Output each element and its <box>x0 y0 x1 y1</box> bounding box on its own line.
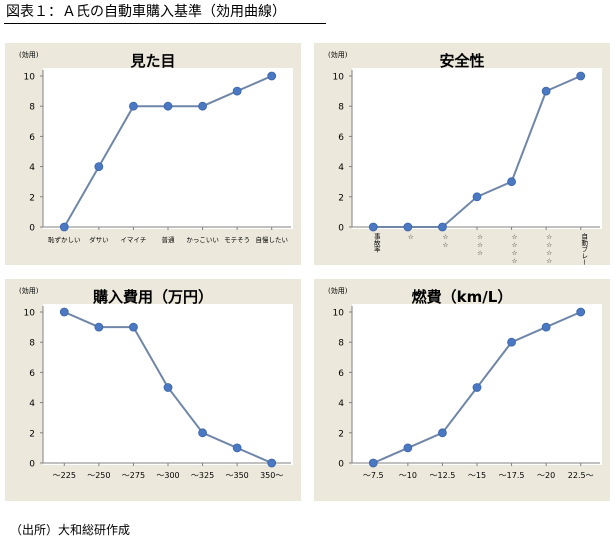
title-underline <box>4 23 326 24</box>
y-unit-label: (効用) <box>19 286 39 295</box>
x-tick-label: ～12.5 <box>430 471 456 480</box>
data-point <box>232 86 242 96</box>
x-tick-label: 350～ <box>260 471 283 480</box>
y-unit-label: (効用) <box>328 286 348 295</box>
x-tick-label: ダサい <box>89 235 109 244</box>
y-tick-label: 10 <box>24 309 36 319</box>
x-tick-label: ～275 <box>122 471 145 480</box>
data-point <box>368 222 378 232</box>
x-tick-label: 普通 <box>162 235 176 244</box>
data-point <box>472 192 482 202</box>
x-tick-label: ☆☆☆ <box>476 233 484 257</box>
data-point <box>94 162 104 171</box>
x-tick-label: ☆☆☆☆ <box>511 233 519 265</box>
x-tick-label: ～225 <box>53 471 76 480</box>
y-tick-label: 10 <box>24 73 36 83</box>
data-point <box>163 383 173 392</box>
data-point <box>507 177 516 187</box>
figure-title: 図表１：Ａ氏の自動車購入基準（効用曲線） <box>6 4 286 20</box>
x-tick-label: ～10 <box>399 471 417 480</box>
chart-panel-fuel-economy: 燃費（km/L） (効用) 0 2 4 6 8 10 ～7.5 ～10 ～12.5 ～15 ～17.5 ～… <box>314 279 610 501</box>
x-tick-label: かっこいい <box>186 236 219 244</box>
y-tick-label: 0 <box>338 460 344 470</box>
y-tick-label: 6 <box>29 133 35 143</box>
data-point <box>438 222 447 232</box>
y-tick-label: 4 <box>29 399 35 409</box>
x-tick-label: ～325 <box>191 471 214 480</box>
y-tick-label: 6 <box>338 369 344 379</box>
data-point <box>163 101 173 111</box>
y-tick-label: 8 <box>338 103 344 113</box>
x-tick-label: 事故率 <box>372 232 380 254</box>
y-tick-label: 0 <box>338 224 344 234</box>
y-tick-label: 4 <box>338 399 344 409</box>
x-tick-label: モテそう <box>224 236 250 244</box>
x-tick-label: 自動ブレーキ機能付 <box>580 232 588 265</box>
data-point <box>576 71 586 81</box>
y-tick-label: 10 <box>333 73 345 83</box>
x-tick-label: ～350 <box>226 471 249 480</box>
x-tick-label: ～17.5 <box>499 471 525 480</box>
y-unit-label: (効用) <box>19 50 39 59</box>
source-note: （出所）大和総研作成 <box>10 523 131 537</box>
x-tick-label: ☆☆ <box>441 233 449 249</box>
x-tick-label: ☆ <box>407 233 415 241</box>
data-point <box>267 71 277 81</box>
y-tick-label: 2 <box>338 429 344 439</box>
y-tick-label: 2 <box>338 193 344 203</box>
y-tick-label: 4 <box>338 163 344 173</box>
y-unit-label: (効用) <box>328 50 348 59</box>
chart-title: 燃費（km/L） <box>412 288 513 306</box>
chart-panel-appearance: 見た目 (効用) 0 2 4 6 8 10 恥ずかしい ダサい イマイチ 普通 かっこいい モテそう 自慢し… <box>5 43 301 265</box>
y-tick-label: 10 <box>333 309 345 319</box>
y-tick-label: 2 <box>29 429 35 439</box>
data-point <box>129 101 138 111</box>
y-tick-label: 8 <box>29 339 35 349</box>
x-tick-label: ～20 <box>537 471 555 480</box>
x-tick-label: ☆☆☆☆☆ <box>545 233 553 265</box>
chart-panel-purchase-cost: 購入費用（万円） (効用) 0 2 4 6 8 10 ～225 ～250 ～275 ～300 ～325 ～… <box>5 279 301 501</box>
data-point <box>507 337 516 347</box>
y-tick-label: 6 <box>338 133 344 143</box>
y-tick-label: 8 <box>29 103 35 113</box>
data-point <box>438 428 447 438</box>
y-tick-label: 0 <box>29 460 35 470</box>
data-point <box>94 322 104 332</box>
data-point <box>129 322 138 332</box>
x-tick-label: ～300 <box>156 471 179 480</box>
y-tick-label: 2 <box>29 193 35 203</box>
x-tick-label: ～7.5 <box>363 471 384 480</box>
data-point <box>472 383 482 392</box>
data-point <box>541 86 551 96</box>
data-point <box>541 322 551 332</box>
chart-title: 安全性 <box>439 52 484 70</box>
x-tick-label: イマイチ <box>120 236 146 244</box>
chart-title: 見た目 <box>129 52 175 70</box>
plot-area <box>352 68 602 229</box>
data-point <box>267 458 277 468</box>
x-tick-label: 恥ずかしい <box>48 235 81 244</box>
y-tick-label: 4 <box>29 163 35 173</box>
data-point <box>403 222 413 232</box>
plot-area <box>43 68 293 229</box>
x-tick-label: ～250 <box>87 471 110 480</box>
y-tick-label: 6 <box>29 369 35 379</box>
data-point <box>198 101 207 111</box>
x-tick-label: 22.5～ <box>568 471 594 480</box>
data-point <box>232 443 242 453</box>
x-tick-label: ～15 <box>468 471 486 480</box>
x-tick-label: 自慢したい <box>255 235 288 244</box>
y-tick-label: 0 <box>29 224 35 234</box>
data-point <box>198 428 207 438</box>
data-point <box>403 443 413 453</box>
y-tick-label: 8 <box>338 339 344 349</box>
data-point <box>368 458 378 468</box>
chart-title: 購入費用（万円） <box>92 288 213 306</box>
data-point <box>576 307 586 317</box>
data-point <box>59 307 69 317</box>
data-point <box>59 222 69 232</box>
